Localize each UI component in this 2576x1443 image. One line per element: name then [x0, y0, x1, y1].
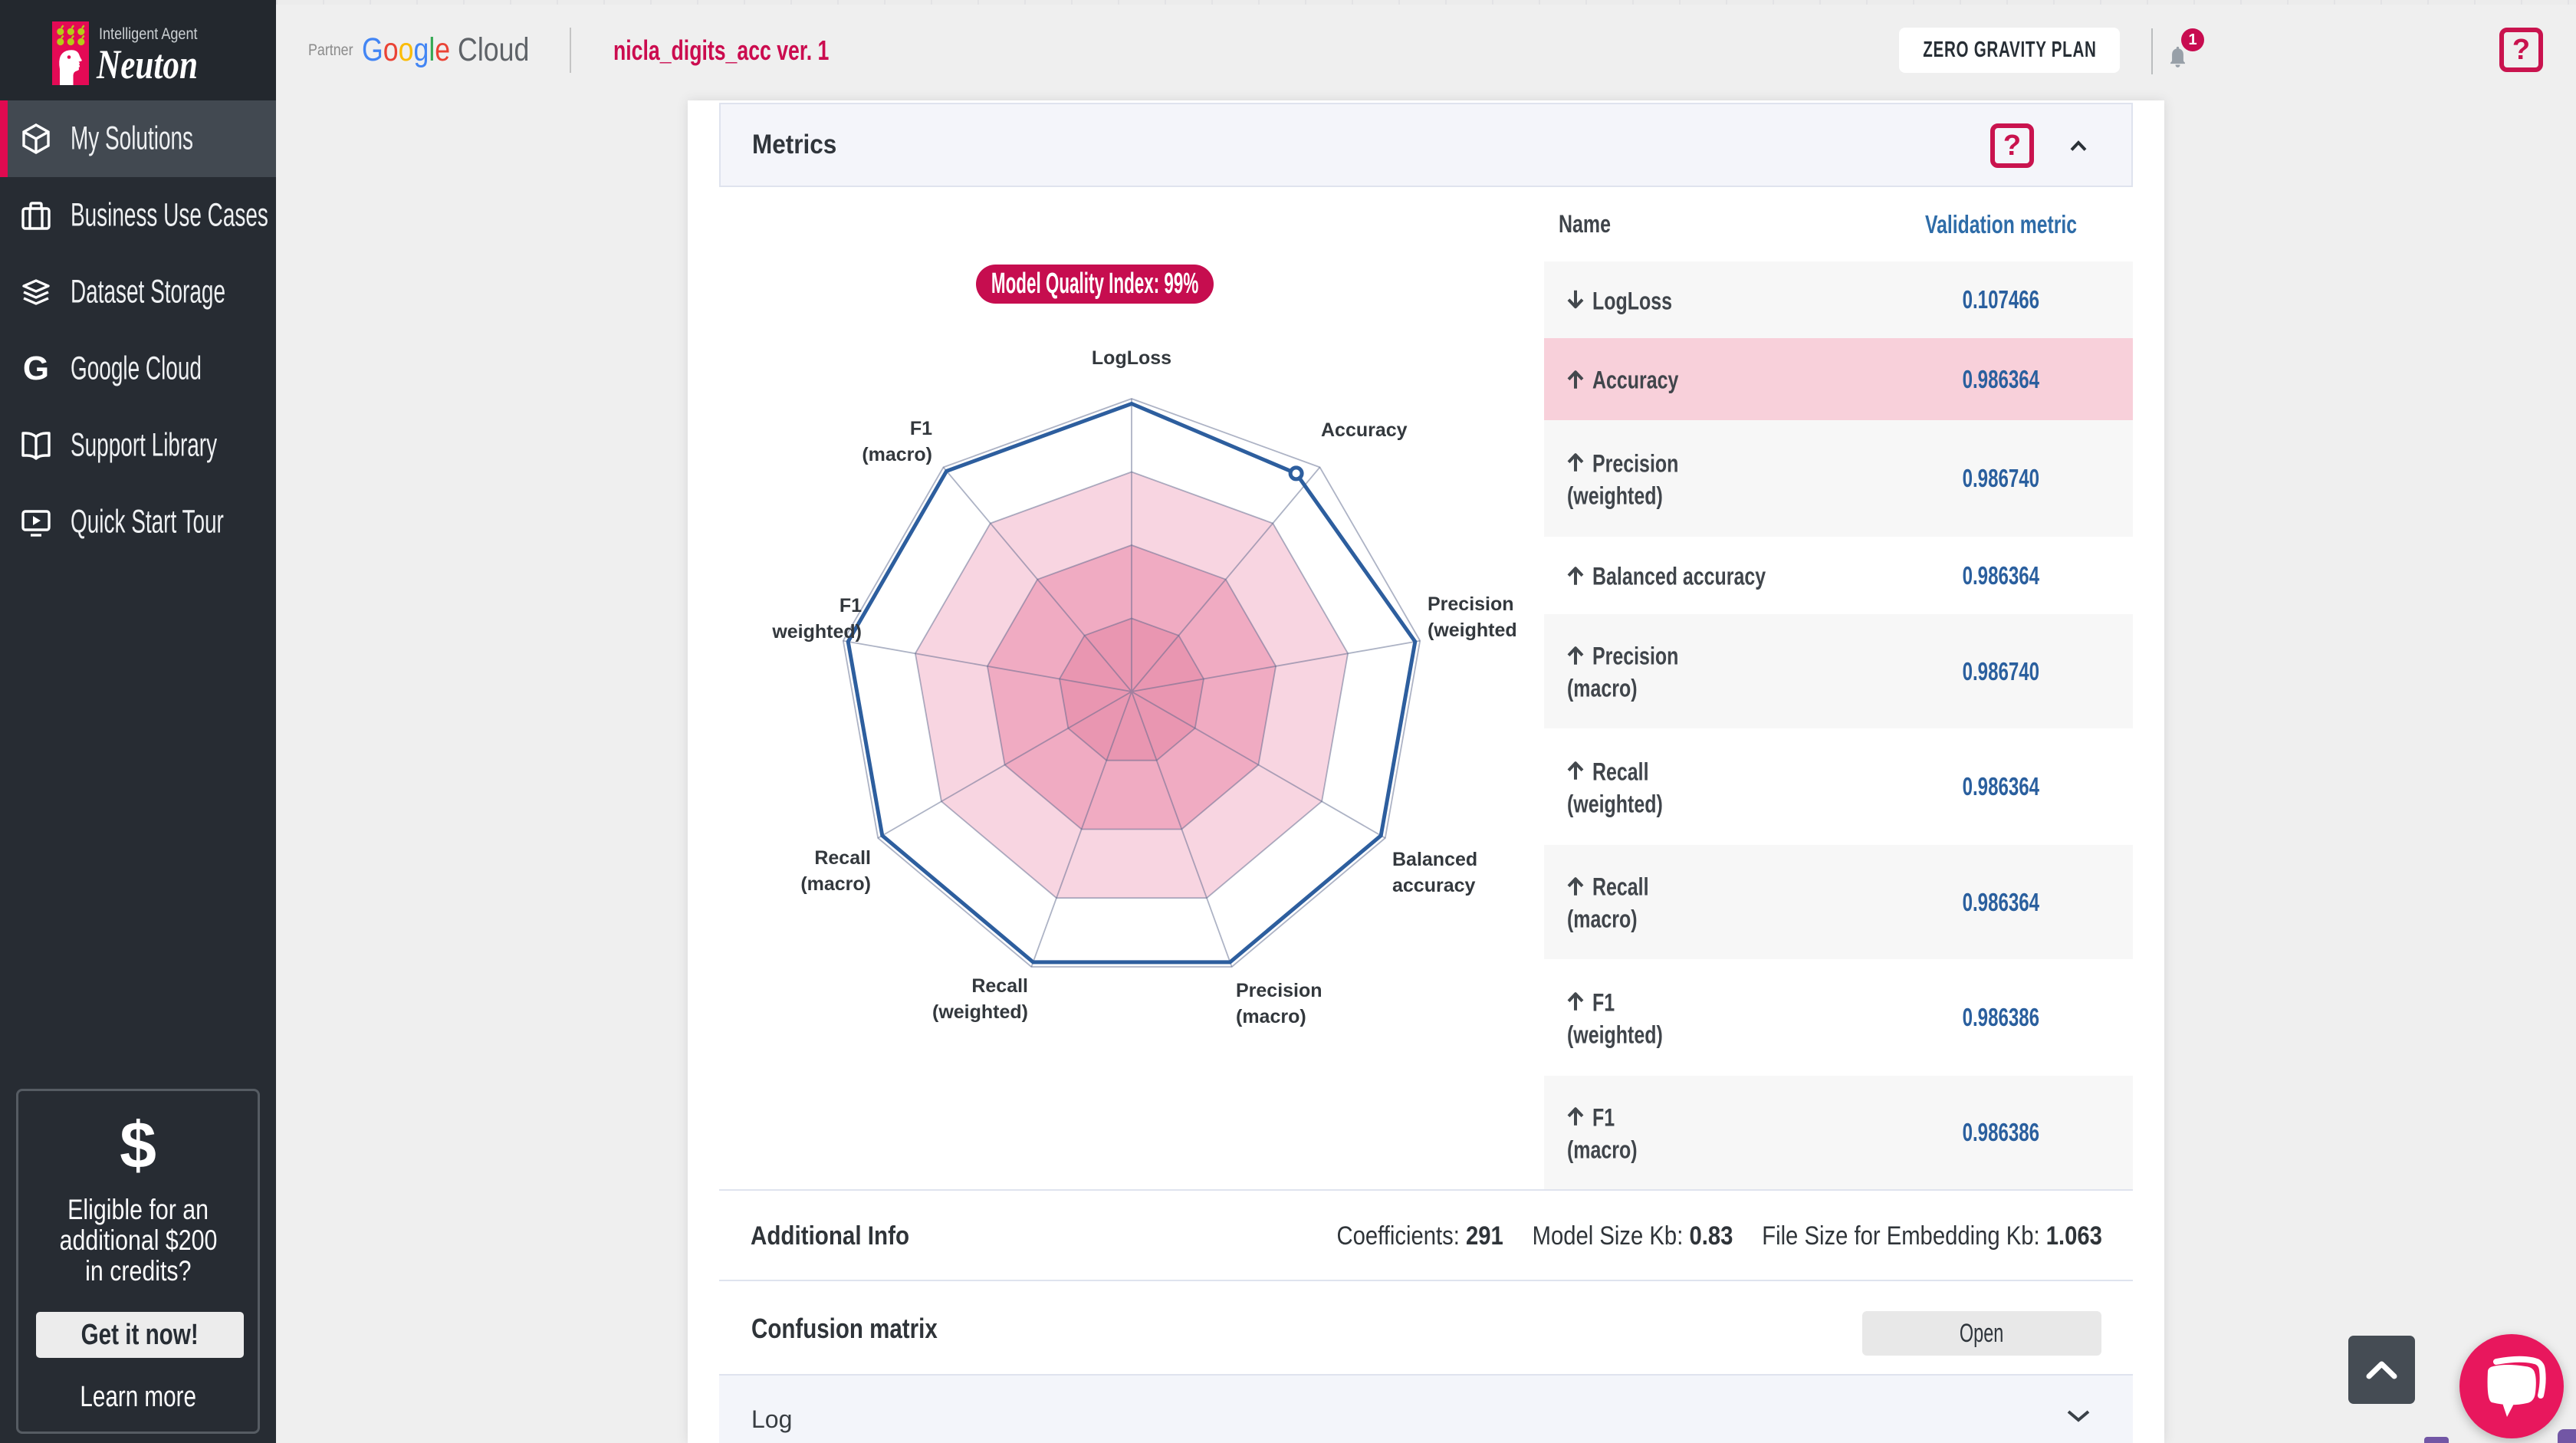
svg-text:Recall: Recall — [814, 847, 871, 869]
svg-text:(weighted: (weighted — [1428, 620, 1517, 641]
svg-text:F1: F1 — [910, 418, 932, 439]
svg-text:weighted): weighted) — [771, 621, 862, 643]
svg-text:(weighted): (weighted) — [932, 1001, 1028, 1023]
svg-text:(macro): (macro) — [862, 444, 932, 465]
svg-text:LogLoss: LogLoss — [1092, 347, 1171, 369]
svg-text:accuracy: accuracy — [1392, 875, 1476, 896]
svg-text:Balanced: Balanced — [1392, 849, 1477, 870]
svg-text:F1: F1 — [840, 595, 862, 616]
svg-text:Precision: Precision — [1236, 980, 1322, 1001]
svg-text:(macro): (macro) — [800, 873, 871, 895]
svg-text:(macro): (macro) — [1236, 1006, 1306, 1027]
svg-text:Precision: Precision — [1428, 593, 1514, 615]
svg-text:Recall: Recall — [971, 975, 1028, 997]
svg-text:Accuracy: Accuracy — [1321, 419, 1408, 441]
